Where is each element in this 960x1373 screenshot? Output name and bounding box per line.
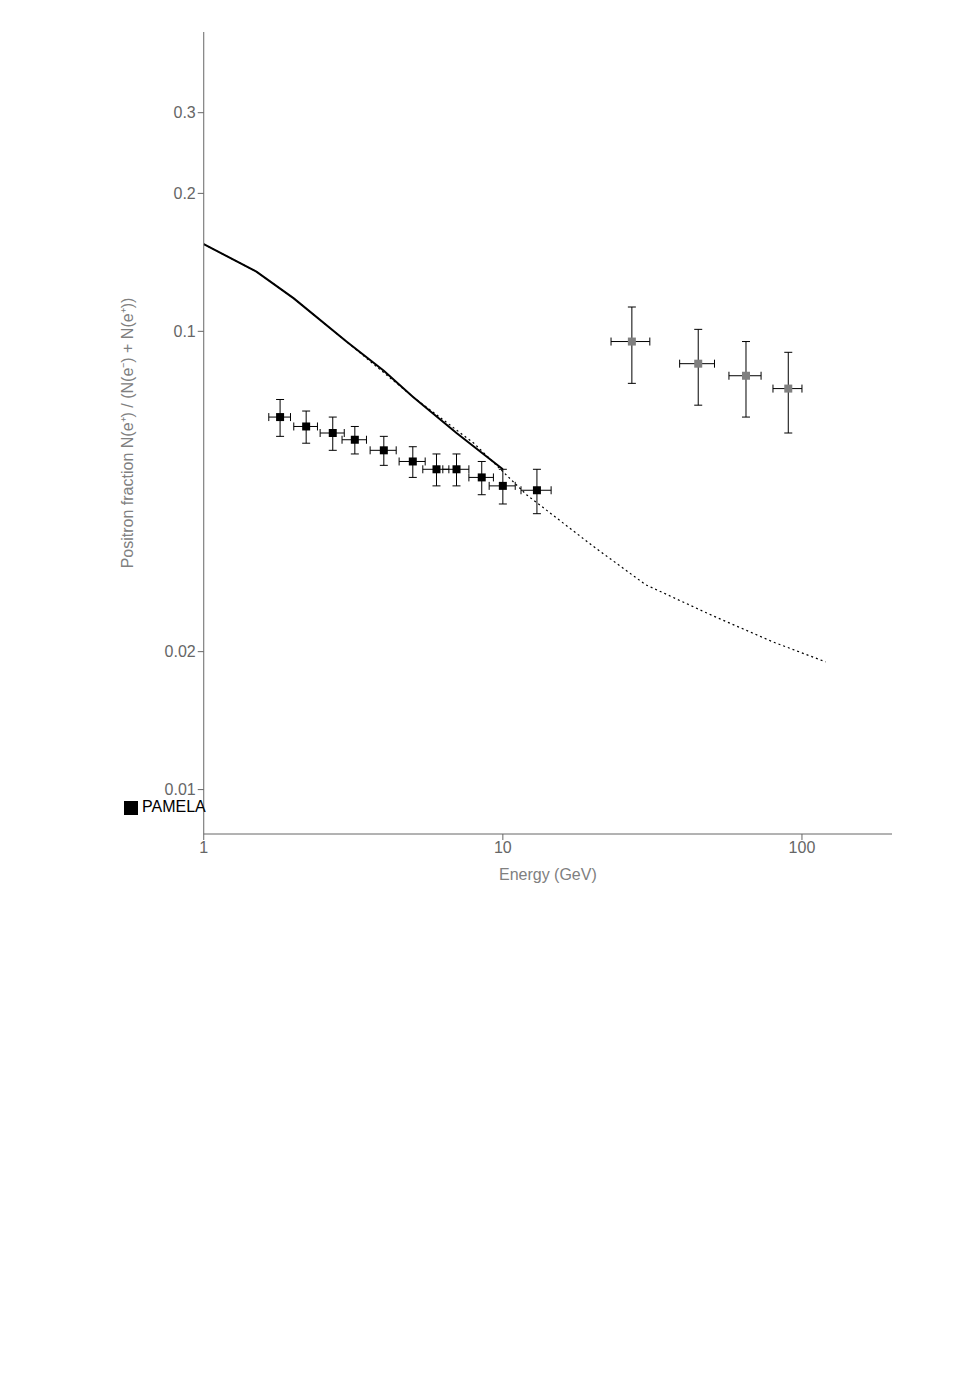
svg-text:1: 1 <box>199 839 208 856</box>
svg-text:Energy (GeV): Energy (GeV) <box>499 866 597 883</box>
svg-text:0.02: 0.02 <box>165 643 196 660</box>
svg-text:0.3: 0.3 <box>173 104 195 121</box>
svg-text:0.01: 0.01 <box>165 781 196 798</box>
svg-text:Positron fraction N(e⁺) / (N(e: Positron fraction N(e⁺) / (N(e⁻) + N(e⁺)… <box>119 298 136 569</box>
html-text:PAMELA: PAMELA <box>142 798 206 815</box>
svg-text:0.1: 0.1 <box>173 323 195 340</box>
svg-text:0.2: 0.2 <box>173 185 195 202</box>
svg-text:100: 100 <box>789 839 816 856</box>
svg-text:10: 10 <box>494 839 512 856</box>
